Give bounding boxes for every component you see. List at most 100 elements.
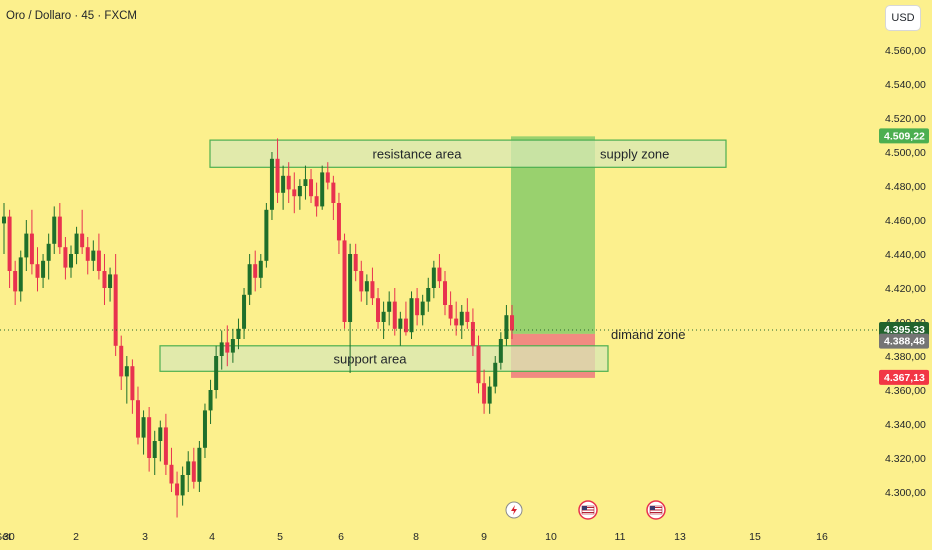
candle — [482, 369, 487, 414]
candle — [510, 305, 514, 339]
candle — [348, 243, 353, 373]
candle-body — [180, 475, 185, 496]
candle — [493, 356, 498, 394]
candle-body — [336, 203, 341, 241]
candle-body — [135, 400, 140, 438]
candle-body — [96, 250, 101, 271]
candle-body — [202, 410, 207, 448]
candle — [353, 243, 358, 282]
candle — [152, 430, 157, 475]
candle-body — [258, 260, 263, 278]
candle — [208, 379, 213, 424]
candle-body — [124, 366, 129, 377]
candle — [398, 311, 403, 346]
support-area-label: support area — [334, 352, 408, 367]
candle-body — [281, 175, 286, 193]
candle — [470, 308, 475, 356]
candle-body — [91, 250, 96, 261]
chart-title: Oro / Dollaro · 45 · FXCM — [6, 10, 137, 22]
candle-body — [191, 461, 196, 482]
candle — [236, 318, 241, 350]
price-tag-bg — [879, 128, 929, 144]
candle-body — [476, 345, 481, 384]
y-tick-label: 4.360,00 — [885, 385, 926, 397]
candle — [370, 267, 375, 305]
candle — [314, 182, 319, 217]
candle-body — [493, 362, 498, 387]
candle-body — [415, 298, 420, 316]
resistance-area-label: resistance area — [373, 147, 463, 162]
event-icons[interactable] — [505, 500, 666, 520]
candle-body — [158, 427, 163, 441]
x-tick-label: 10 — [545, 531, 557, 543]
price-tag-bg — [879, 369, 929, 385]
candle-body — [487, 386, 492, 404]
candle-body — [169, 464, 174, 484]
candle — [52, 206, 57, 254]
candle-body — [147, 417, 152, 458]
price-axis[interactable]: 4.300,00 4.320,00 4.340,00 4.360,00 4.380,00… — [885, 45, 926, 499]
candle-body — [297, 186, 302, 197]
currency-button[interactable]: USD — [885, 5, 921, 31]
y-tick-label: 4.320,00 — [885, 453, 926, 465]
candle — [364, 274, 369, 305]
candle-body — [41, 260, 46, 278]
candle-body — [186, 461, 191, 475]
candle — [376, 288, 381, 329]
profit-target-zone[interactable] — [511, 136, 595, 334]
candle-body — [74, 233, 79, 254]
candle-body — [398, 318, 403, 329]
candle-body — [309, 179, 314, 197]
candle-body — [197, 447, 202, 482]
time-axis[interactable]: 30Set 2 3 4 5 6 8 9 10 11 13 15 16 — [0, 531, 828, 543]
candle-body — [409, 298, 414, 333]
candle — [169, 447, 174, 492]
candle-body — [208, 390, 213, 411]
y-tick-label: 4.480,00 — [885, 181, 926, 193]
candle — [135, 386, 140, 445]
candle-body — [314, 196, 319, 207]
y-tick-label: 4.520,00 — [885, 113, 926, 125]
price-tag: 4.509,22 — [879, 128, 929, 144]
candle — [286, 162, 291, 203]
price-tag-label: 4.367,13 — [884, 372, 925, 384]
y-tick-label: 4.540,00 — [885, 79, 926, 91]
candle — [102, 254, 107, 305]
y-tick-label: 4.460,00 — [885, 215, 926, 227]
candle — [242, 288, 247, 339]
candle — [2, 203, 6, 254]
candle — [158, 420, 163, 462]
candle-body — [253, 264, 258, 278]
candle — [141, 410, 146, 455]
candle — [269, 152, 274, 220]
candle — [264, 203, 269, 268]
candle-body — [459, 311, 464, 326]
candle — [63, 237, 68, 280]
candle — [258, 254, 263, 288]
candle-body — [392, 301, 397, 329]
us-flag-icon[interactable] — [646, 500, 666, 520]
candle — [381, 301, 386, 339]
flag-icon-canton — [582, 506, 587, 510]
candle — [437, 254, 442, 288]
candle — [85, 237, 90, 275]
candle-body — [320, 172, 325, 207]
resistance-area-box[interactable] — [209, 139, 727, 168]
candle — [309, 169, 314, 203]
candle-body — [348, 254, 353, 322]
candle-body — [242, 294, 247, 329]
candle-body — [29, 233, 34, 265]
candle-body — [175, 483, 180, 496]
lightning-icon[interactable] — [505, 501, 523, 519]
candle-body — [437, 267, 442, 282]
candle-body — [498, 339, 503, 363]
y-tick-label: 4.380,00 — [885, 351, 926, 363]
candle-body — [286, 175, 291, 190]
us-flag-icon[interactable] — [578, 500, 598, 520]
candle-body — [24, 233, 29, 258]
candle-body — [303, 179, 308, 186]
candle — [202, 403, 207, 458]
candle-body — [359, 271, 364, 292]
candle-body — [269, 158, 274, 210]
